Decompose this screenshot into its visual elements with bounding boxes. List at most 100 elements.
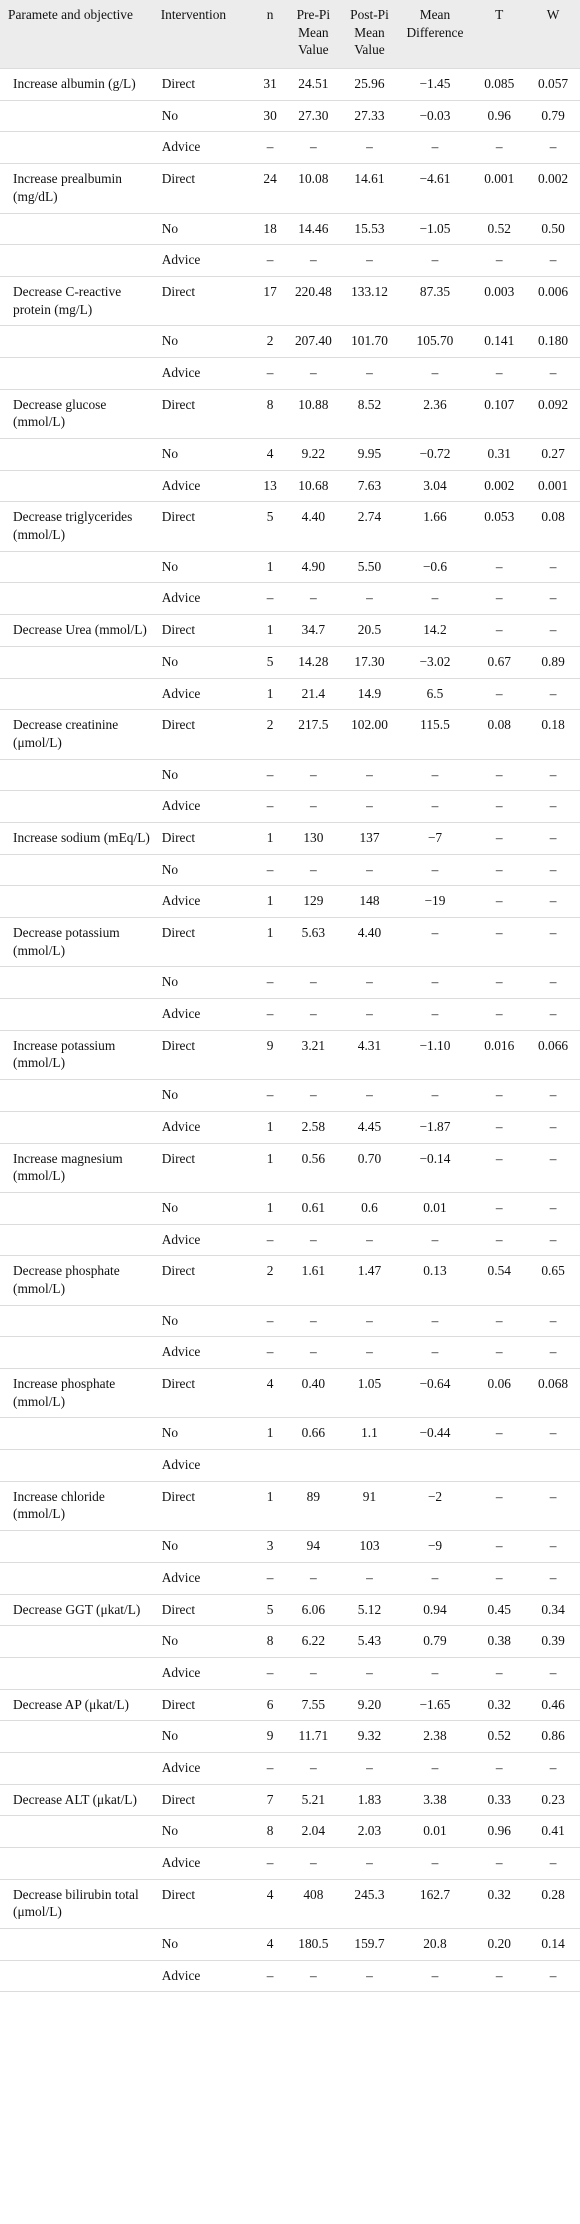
parameter-cell: Decrease glucose (mmol/L): [0, 389, 157, 440]
intervention-cell: Advice: [156, 998, 255, 1031]
value-cell: 0.52: [472, 1720, 527, 1753]
value-cell: 1: [254, 1143, 286, 1193]
value-cell: –: [472, 1530, 527, 1563]
table-row: No 1 0.61 0.6 0.01– –: [0, 1192, 580, 1225]
value-cell: –: [285, 1305, 342, 1338]
parameter-cell: [0, 1815, 157, 1848]
value-cell: 1: [254, 1417, 286, 1451]
value-cell: –: [285, 1224, 342, 1257]
value-cell: 14.46: [285, 213, 342, 246]
parameter-cell: Increase prealbumin (mg/dL): [0, 163, 157, 214]
intervention-cell: Advice: [156, 244, 255, 277]
parameter-cell: [0, 1530, 157, 1563]
value-cell: 9.20: [341, 1689, 398, 1722]
value-cell: [526, 1449, 580, 1482]
value-cell: –: [285, 244, 342, 277]
intervention-cell: Direct: [156, 917, 255, 968]
value-cell: 0.002: [526, 163, 580, 214]
value-cell: 5: [254, 501, 286, 552]
value-cell: 0.39: [526, 1625, 580, 1658]
value-cell: –: [472, 678, 527, 711]
value-cell: –: [526, 759, 580, 792]
value-cell: 0.003: [472, 276, 527, 327]
value-cell: 17.30: [341, 646, 398, 679]
table-row: No – – – – – –: [0, 854, 580, 887]
table-row: Advice – – – – – –: [0, 357, 580, 390]
table-row: Advice – – – – – –: [0, 1657, 580, 1690]
intervention-cell: Advice: [156, 357, 255, 390]
value-cell: –: [254, 131, 286, 165]
value-cell: 2.03: [341, 1815, 398, 1848]
value-cell: 0.34: [526, 1594, 580, 1627]
value-cell: –: [472, 998, 527, 1031]
value-cell: 7.55: [285, 1689, 342, 1722]
value-cell: –: [285, 1079, 342, 1112]
parameter-cell: Increase chloride (mmol/L): [0, 1481, 157, 1532]
value-cell: 10.08: [285, 163, 342, 214]
table-row: Advice 1 2.58 4.45 −1.87– –: [0, 1111, 580, 1144]
value-cell: –: [254, 998, 286, 1031]
intervention-cell: Direct: [156, 1255, 255, 1306]
parameter-cell: [0, 438, 157, 471]
parameter-cell: [0, 1960, 157, 1993]
value-cell: 0.86: [526, 1720, 580, 1753]
value-cell: 94: [285, 1530, 342, 1563]
value-cell: 7.63: [341, 470, 398, 503]
intervention-cell: Advice: [156, 1111, 255, 1144]
header-cell: T: [472, 0, 527, 70]
value-cell: –: [526, 1079, 580, 1112]
table-row: No 8 6.22 5.43 0.79 0.38 0.39: [0, 1625, 580, 1658]
parameter-cell: [0, 1079, 157, 1112]
value-cell: 10.88: [285, 389, 342, 440]
value-cell: –: [472, 244, 527, 277]
value-cell: 4.40: [341, 917, 398, 968]
value-cell: –: [526, 582, 580, 616]
table-row: Advice – – – – – –: [0, 1847, 580, 1880]
value-cell: 2: [254, 1255, 286, 1306]
value-cell: 0.016: [472, 1030, 527, 1081]
value-cell: –: [526, 551, 580, 584]
table-row: Advice 1 21.4 14.9 6.5– –: [0, 678, 580, 711]
value-cell: 1: [254, 1481, 286, 1532]
value-cell: –: [472, 1752, 527, 1785]
value-cell: −0.6: [397, 551, 473, 584]
value-cell: 3.21: [285, 1030, 342, 1081]
value-cell: –: [254, 1336, 286, 1369]
parameter-cell: [0, 1305, 157, 1338]
intervention-cell: Direct: [156, 709, 255, 760]
value-cell: –: [472, 1657, 527, 1690]
value-cell: 14.28: [285, 646, 342, 679]
intervention-cell: No: [156, 325, 255, 358]
value-cell: 24: [254, 163, 286, 214]
value-cell: 5.21: [285, 1784, 342, 1817]
intervention-cell: Advice: [156, 1960, 255, 1993]
parameter-cell: [0, 244, 157, 277]
value-cell: 14.2: [397, 614, 473, 647]
value-cell: 0.89: [526, 646, 580, 679]
value-cell: 130: [285, 822, 342, 855]
value-cell: –: [341, 1657, 398, 1690]
value-cell: 13: [254, 470, 286, 503]
value-cell: –: [526, 998, 580, 1031]
value-cell: –: [254, 790, 286, 823]
value-cell: 1.05: [341, 1368, 398, 1419]
intervention-cell: No: [156, 213, 255, 246]
value-cell: 4: [254, 438, 286, 471]
value-cell: 0.33: [472, 1784, 527, 1817]
value-cell: 34.7: [285, 614, 342, 647]
value-cell: 1: [254, 1111, 286, 1144]
table-row: Advice – – – – – –: [0, 998, 580, 1031]
value-cell: –: [397, 966, 473, 1000]
value-cell: –: [341, 244, 398, 277]
value-cell: –: [397, 1562, 473, 1595]
table-row: Advice – – – – – –: [0, 1224, 580, 1257]
table-row: Advice – – – – – –: [0, 582, 580, 616]
value-cell: 0.38: [472, 1625, 527, 1658]
value-cell: 20.5: [341, 614, 398, 647]
parameter-cell: [0, 678, 157, 711]
value-cell: –: [397, 1657, 473, 1690]
value-cell: −19: [397, 885, 473, 918]
parameter-cell: Decrease ALT (μkat/L): [0, 1784, 157, 1817]
value-cell: 0.08: [472, 709, 527, 760]
parameter-cell: Decrease AP (μkat/L): [0, 1689, 157, 1722]
